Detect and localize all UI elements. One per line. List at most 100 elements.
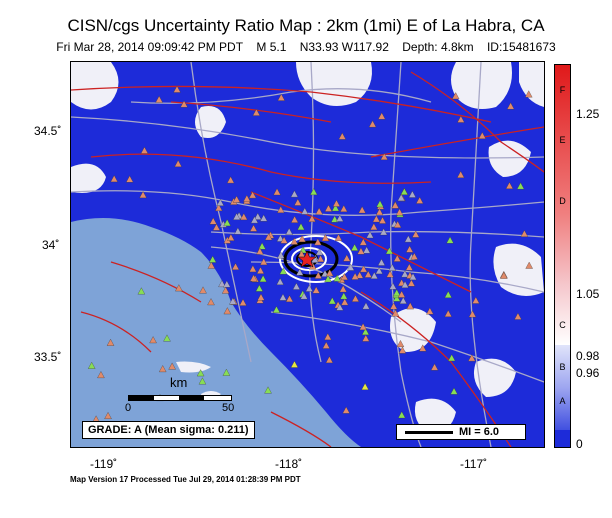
station-marker bbox=[215, 203, 223, 211]
cbar-val-1-25: 1.25 bbox=[576, 107, 600, 121]
station-marker bbox=[397, 194, 405, 201]
station-marker bbox=[376, 200, 384, 208]
station-marker bbox=[340, 204, 348, 212]
station-marker bbox=[405, 263, 414, 271]
station-marker bbox=[321, 234, 330, 242]
station-marker bbox=[380, 152, 388, 160]
map-footer: Map Version 17 Processed Tue Jul 29, 201… bbox=[70, 475, 301, 484]
intensity-contours bbox=[279, 235, 353, 283]
station-marker bbox=[285, 294, 294, 302]
station-marker bbox=[223, 307, 232, 315]
cbar-letter-e: E bbox=[559, 135, 566, 145]
station-marker bbox=[308, 214, 316, 222]
station-marker bbox=[334, 233, 343, 241]
station-marker bbox=[223, 280, 231, 288]
station-marker bbox=[208, 255, 217, 263]
cbar-seg-blue bbox=[555, 345, 570, 430]
station-marker bbox=[338, 132, 347, 140]
station-marker bbox=[295, 268, 304, 276]
station-marker bbox=[97, 371, 105, 379]
station-marker bbox=[234, 227, 242, 235]
event-subtitle: Fri Mar 28, 2014 09:09:42 PM PDT M 5.1 N… bbox=[0, 40, 612, 54]
station-marker bbox=[309, 188, 318, 196]
station-marker bbox=[259, 258, 268, 266]
station-marker bbox=[444, 290, 452, 298]
station-marker bbox=[264, 233, 273, 241]
cbar-letter-a: A bbox=[559, 396, 566, 406]
station-marker bbox=[243, 194, 251, 202]
station-marker bbox=[388, 263, 396, 271]
grade-box: GRADE: A (Mean sigma: 0.211) bbox=[82, 421, 255, 439]
station-marker bbox=[252, 108, 261, 116]
station-marker bbox=[401, 270, 409, 278]
station-marker bbox=[240, 213, 248, 221]
map-title: CISN/cgs Uncertainty Ratio Map : 2km (1m… bbox=[67, 16, 545, 35]
cbar-val-0-96: 0.96 bbox=[576, 366, 600, 380]
station-marker bbox=[272, 305, 281, 313]
station-marker bbox=[359, 323, 367, 331]
station-marker bbox=[222, 368, 231, 376]
station-marker bbox=[279, 267, 288, 275]
station-marker bbox=[368, 120, 377, 128]
station-marker bbox=[232, 195, 241, 203]
cbar-seg-deep bbox=[555, 430, 570, 447]
station-marker bbox=[389, 282, 397, 290]
station-marker bbox=[404, 235, 413, 243]
station-marker bbox=[332, 199, 341, 207]
station-marker bbox=[451, 92, 460, 100]
station-marker bbox=[259, 275, 267, 282]
station-marker bbox=[330, 215, 339, 223]
event-id: ID:15481673 bbox=[486, 40, 556, 54]
station-marker bbox=[223, 219, 231, 227]
station-marker bbox=[276, 234, 285, 242]
station-marker bbox=[361, 382, 369, 390]
station-marker bbox=[340, 292, 348, 300]
station-marker bbox=[379, 228, 388, 236]
station-marker bbox=[389, 302, 398, 310]
map-area[interactable] bbox=[70, 61, 545, 448]
island bbox=[176, 361, 211, 373]
station-marker bbox=[426, 307, 434, 315]
station-marker bbox=[149, 336, 157, 344]
station-marker bbox=[276, 277, 284, 285]
station-marker bbox=[505, 181, 514, 189]
station-marker bbox=[140, 146, 149, 154]
station-marker bbox=[457, 115, 465, 123]
station-marker bbox=[430, 363, 439, 371]
station-marker bbox=[158, 365, 167, 373]
station-marker bbox=[468, 310, 477, 318]
ocean bbox=[71, 218, 361, 447]
station-marker bbox=[249, 274, 258, 282]
station-marker bbox=[290, 215, 299, 223]
station-marker bbox=[125, 175, 134, 183]
station-marker bbox=[336, 303, 344, 311]
station-marker bbox=[406, 302, 414, 310]
event-location: N33.93 W117.92 bbox=[299, 40, 389, 54]
station-marker bbox=[305, 284, 314, 292]
station-marker bbox=[506, 102, 515, 110]
x-tick-119: -119˚ bbox=[90, 457, 118, 471]
station-marker bbox=[407, 279, 416, 287]
station-marker bbox=[342, 406, 350, 414]
uncertainty-blobs bbox=[71, 62, 544, 434]
station-marker bbox=[415, 196, 424, 204]
station-marker bbox=[385, 247, 394, 255]
station-marker bbox=[401, 280, 409, 288]
station-marker bbox=[514, 312, 522, 320]
station-marker bbox=[359, 238, 368, 246]
station-marker bbox=[362, 334, 370, 342]
station-marker bbox=[277, 251, 285, 259]
cbar-val-1-05: 1.05 bbox=[576, 287, 600, 301]
x-tick-118: -118˚ bbox=[275, 457, 303, 471]
station-marker bbox=[314, 238, 322, 246]
station-marker bbox=[391, 309, 400, 317]
station-marker bbox=[298, 235, 306, 243]
station-marker bbox=[227, 233, 235, 241]
station-marker bbox=[174, 159, 182, 167]
station-marker bbox=[180, 100, 188, 108]
station-marker bbox=[255, 284, 264, 292]
station-marker bbox=[399, 296, 407, 304]
x-tick-117: -117˚ bbox=[460, 457, 488, 471]
station-marker bbox=[292, 282, 301, 290]
station-marker bbox=[400, 187, 409, 195]
